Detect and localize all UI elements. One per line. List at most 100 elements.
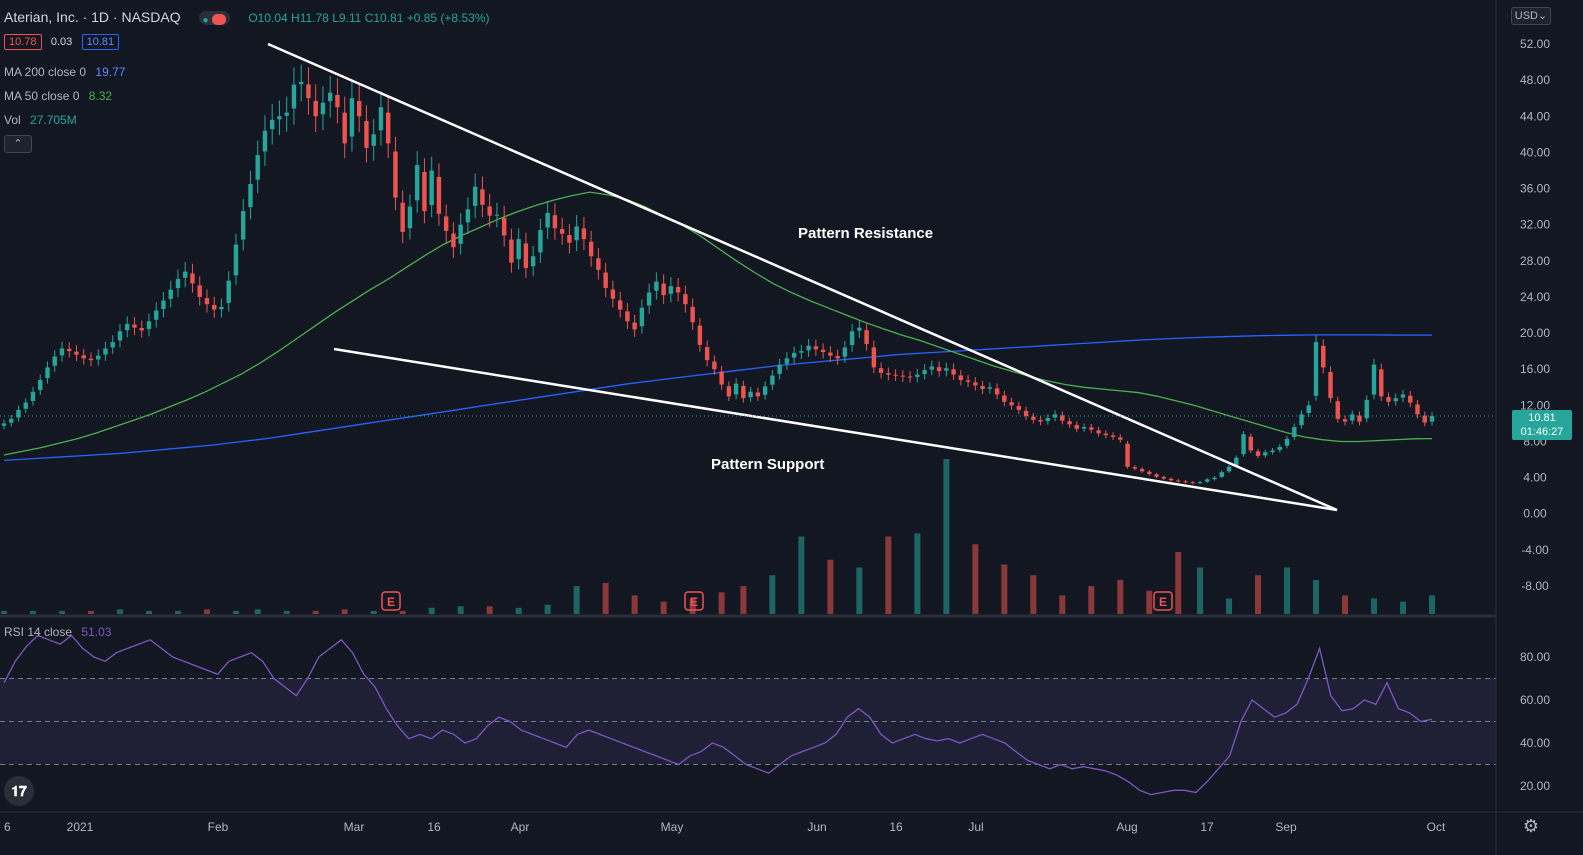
candle[interactable] <box>1074 421 1080 433</box>
candle[interactable] <box>38 374 43 395</box>
candle[interactable] <box>1168 477 1174 482</box>
candle[interactable] <box>538 218 543 263</box>
candle[interactable] <box>154 302 159 328</box>
candle[interactable] <box>1357 411 1362 426</box>
candle[interactable] <box>327 75 333 118</box>
candle[interactable] <box>1386 392 1391 407</box>
time-axis[interactable]: 6 2021 Feb Mar 16 Apr May Jun 16 Jul Aug 17 Sep Oct <box>4 820 1446 834</box>
candle[interactable] <box>603 262 608 297</box>
candle[interactable] <box>233 233 239 285</box>
symbol-title[interactable]: Aterian, Inc. · 1D · NASDAQ <box>4 9 181 25</box>
candle[interactable] <box>335 78 340 124</box>
candle[interactable] <box>219 298 224 318</box>
price-axis[interactable]: 52.00 48.00 44.00 40.00 36.00 32.00 28.00 24.00… <box>1520 37 1550 593</box>
candle[interactable] <box>146 313 152 337</box>
candle[interactable] <box>81 348 86 365</box>
candle[interactable] <box>1415 400 1420 419</box>
candle[interactable] <box>1052 410 1058 422</box>
candle[interactable] <box>342 96 347 159</box>
candle[interactable] <box>878 362 884 379</box>
candle[interactable] <box>407 194 413 240</box>
candle[interactable] <box>523 232 529 278</box>
candle[interactable] <box>422 158 427 224</box>
candle[interactable] <box>1045 414 1051 425</box>
candle[interactable] <box>1147 470 1152 476</box>
candle[interactable] <box>799 344 804 360</box>
candle[interactable] <box>313 84 318 133</box>
candle[interactable] <box>1176 479 1181 483</box>
candle[interactable] <box>1190 480 1195 485</box>
candle[interactable] <box>52 350 57 372</box>
candle[interactable] <box>132 317 137 336</box>
status-dots[interactable]: ● <box>198 11 231 26</box>
candle[interactable] <box>487 194 492 228</box>
candle[interactable] <box>922 364 927 380</box>
candle[interactable] <box>1270 447 1275 455</box>
rsi-legend[interactable]: RSI 14 close 51.03 <box>4 625 111 639</box>
candle[interactable] <box>197 276 202 306</box>
candle[interactable] <box>828 346 833 362</box>
support-trendline[interactable] <box>333 347 1338 512</box>
candle[interactable] <box>755 387 761 401</box>
candle[interactable] <box>574 214 579 252</box>
candle[interactable] <box>306 67 311 115</box>
volume-legend[interactable]: Vol 27.705M <box>4 113 77 127</box>
candle[interactable] <box>103 341 108 361</box>
candle[interactable] <box>9 415 14 427</box>
ma50-path[interactable] <box>3 191 1433 456</box>
candle[interactable] <box>1393 393 1398 406</box>
candle[interactable] <box>175 269 181 298</box>
candle[interactable] <box>1009 397 1014 410</box>
candle[interactable] <box>1183 480 1188 484</box>
candle[interactable] <box>719 365 724 390</box>
earnings-marker[interactable]: E <box>684 591 704 611</box>
candle[interactable] <box>1067 417 1072 428</box>
candle[interactable] <box>96 349 101 366</box>
candle[interactable] <box>733 378 739 400</box>
candle[interactable] <box>1096 426 1101 437</box>
candle[interactable] <box>23 398 28 413</box>
candle[interactable] <box>67 342 72 358</box>
candle[interactable] <box>675 277 681 302</box>
candle[interactable] <box>610 280 616 308</box>
candle[interactable] <box>364 105 369 163</box>
candle[interactable] <box>1089 423 1094 434</box>
candle[interactable] <box>168 280 173 308</box>
candle[interactable] <box>842 340 848 364</box>
candle[interactable] <box>864 322 869 351</box>
candle[interactable] <box>1002 390 1007 407</box>
candle[interactable] <box>284 96 289 132</box>
candle[interactable] <box>1161 475 1166 480</box>
candle[interactable] <box>349 81 355 152</box>
candle[interactable] <box>1139 467 1145 473</box>
candle[interactable] <box>1328 366 1333 403</box>
candle[interactable] <box>791 346 797 364</box>
last-price-tag[interactable]: 10.81 01:46:27 <box>1512 410 1572 440</box>
candle[interactable] <box>617 291 623 318</box>
ask-button[interactable]: 10.81 <box>81 34 120 50</box>
candle[interactable] <box>958 369 964 386</box>
candle[interactable] <box>74 345 79 362</box>
candle[interactable] <box>886 367 891 381</box>
candle[interactable] <box>915 369 920 383</box>
candle[interactable] <box>1306 400 1311 418</box>
candle[interactable] <box>849 323 855 352</box>
candle[interactable] <box>581 216 587 251</box>
candle[interactable] <box>668 276 674 303</box>
candle[interactable] <box>646 283 652 314</box>
candle[interactable] <box>639 299 645 334</box>
candle[interactable] <box>1 419 7 430</box>
candle[interactable] <box>1277 444 1282 453</box>
ma50-legend[interactable]: MA 50 close 0 8.32 <box>4 89 112 103</box>
support-annotation[interactable]: Pattern Support <box>711 456 824 473</box>
candle[interactable] <box>516 228 521 270</box>
candle[interactable] <box>161 292 166 318</box>
candle[interactable] <box>1241 431 1246 457</box>
candle[interactable] <box>777 358 782 380</box>
candle[interactable] <box>936 361 942 377</box>
candle[interactable] <box>1284 435 1290 449</box>
candle[interactable] <box>857 320 862 339</box>
candle[interactable] <box>1226 464 1232 474</box>
candle[interactable] <box>1132 465 1138 471</box>
